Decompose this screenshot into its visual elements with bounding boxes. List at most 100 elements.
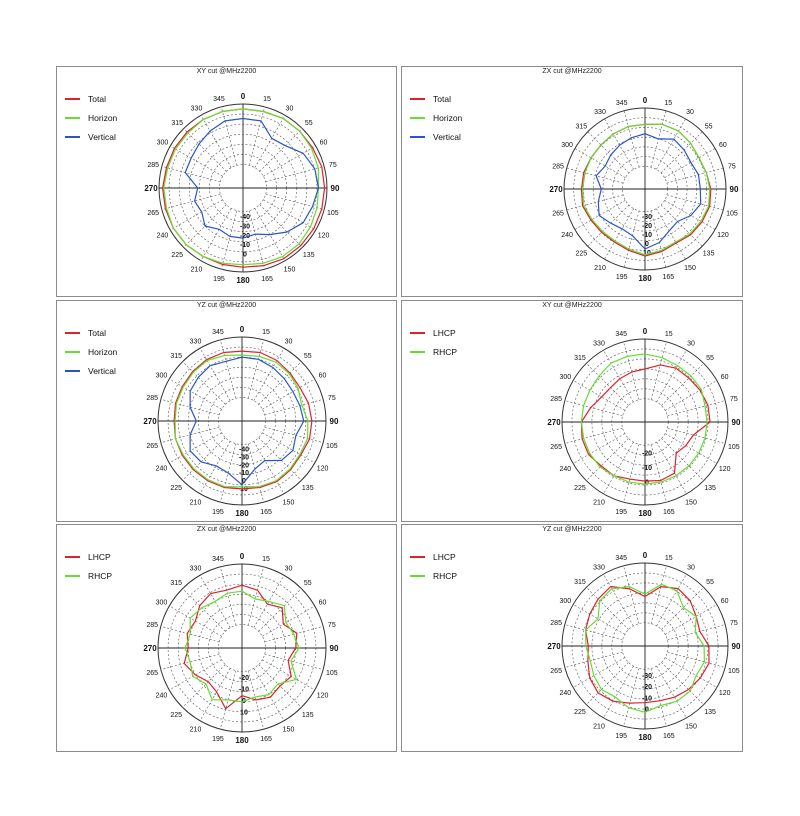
legend-swatch [410, 350, 425, 353]
angle-tick-label: 135 [303, 252, 315, 259]
chart-panel-yz-total: YZ cut @MHz2200 Total Horizon Vertical 0 15… [56, 300, 397, 522]
polar-grid-spoke [667, 427, 726, 444]
polar-grid-spoke [182, 361, 226, 405]
polar-plot: 0 15 30 55 60 75 90 105 120 135 150 165 180 195 210 225… [547, 551, 741, 742]
angle-tick-label: 135 [302, 485, 314, 492]
angle-tick-label: 15 [262, 556, 270, 563]
angle-tick-label: 120 [719, 690, 731, 697]
angle-tick-label: 90 [330, 644, 339, 653]
legend-item-lhcp: LHCP [410, 547, 457, 566]
polar-grid-spoke [603, 441, 634, 495]
angle-tick-label: 270 [143, 644, 157, 653]
polar-grid-spoke [603, 349, 634, 403]
chart-title: YZ cut @MHz2200 [196, 302, 257, 309]
angle-tick-label: 150 [685, 500, 697, 507]
legend-label: LHCP [433, 551, 456, 562]
series-line-rhcp [585, 583, 705, 713]
angle-tick-label: 345 [615, 331, 627, 338]
angle-tick-label: 300 [561, 142, 573, 149]
polar-grid-spoke [258, 588, 302, 632]
chart-legend: Total Horizon Vertical [65, 89, 117, 146]
polar-grid-spoke [664, 380, 718, 411]
angle-tick-label: 135 [704, 709, 716, 716]
radial-tick-label: 0 [645, 707, 649, 714]
angle-tick-label: 60 [320, 140, 328, 147]
legend-swatch [65, 555, 80, 558]
chart-panel-xy-cp: XY cut @MHz2200 LHCP RHCP 0 15 30 55 60 75 90 10… [401, 300, 743, 522]
series-line-horizon [582, 123, 711, 256]
legend-label: LHCP [433, 327, 456, 338]
angle-tick-label: 265 [550, 668, 562, 675]
angle-tick-label: 30 [687, 340, 695, 347]
angle-tick-label: 345 [212, 556, 224, 563]
polar-grid-spoke [572, 380, 626, 411]
legend-item-horizon: Horizon [65, 342, 117, 361]
radial-tick-label: -10 [239, 687, 249, 694]
polar-grid-spoke [664, 200, 716, 230]
angle-tick-label: 285 [550, 396, 562, 403]
angle-tick-label: 0 [643, 551, 648, 560]
angle-tick-label: 315 [576, 123, 588, 130]
polar-grid-spoke [661, 662, 704, 705]
angle-tick-label: 300 [559, 374, 571, 381]
polar-grid-spoke [656, 441, 687, 495]
polar-grid-spoke [586, 363, 629, 406]
angle-tick-label: 75 [730, 396, 738, 403]
polar-grid-spoke [660, 204, 703, 247]
angle-tick-label: 225 [574, 709, 586, 716]
series-line-lhcp [580, 364, 711, 482]
angle-tick-label: 90 [732, 642, 741, 651]
polar-grid-spoke [586, 587, 629, 630]
series-line-horizon [163, 108, 320, 266]
legend-label: LHCP [88, 551, 111, 562]
polar-grid-spoke [603, 573, 634, 627]
legend-label: Total [433, 93, 451, 104]
series-line-rhcp [580, 353, 708, 485]
angle-tick-label: 0 [240, 552, 245, 561]
angle-tick-label: 55 [706, 355, 714, 362]
angle-tick-label: 315 [170, 580, 182, 587]
legend-swatch [410, 97, 425, 100]
legend-label: Horizon [88, 346, 118, 357]
angle-tick-label: 165 [260, 736, 272, 743]
legend-item-lhcp: LHCP [410, 323, 457, 342]
radial-tick-label: -30 [642, 214, 652, 221]
polar-grid-spoke [666, 194, 724, 211]
angle-tick-label: 120 [317, 466, 329, 473]
angle-tick-label: 15 [665, 331, 673, 338]
legend-swatch [410, 135, 425, 138]
angle-tick-label: 105 [327, 210, 339, 217]
angle-tick-label: 105 [728, 668, 740, 675]
angle-tick-label: 285 [552, 164, 564, 171]
chart-panel-zx-total: ZX cut @MHz2200 Total Horizon Vertical 0 15… [401, 66, 743, 297]
polar-grid-spoke [564, 624, 623, 641]
angle-tick-label: 225 [574, 485, 586, 492]
angle-tick-label: 105 [326, 443, 338, 450]
angle-tick-label: 195 [615, 509, 627, 516]
legend-swatch [410, 555, 425, 558]
series-line-total [173, 350, 313, 490]
radial-tick-label: -40 [239, 446, 249, 453]
polar-grid-spoke [587, 131, 630, 174]
angle-tick-label: 135 [704, 485, 716, 492]
legend-swatch [65, 369, 80, 372]
angle-tick-label: 300 [157, 140, 169, 147]
polar-grid-spoke [182, 437, 226, 481]
angle-tick-label: 165 [663, 733, 675, 740]
polar-grid-spoke [661, 363, 704, 406]
legend-swatch [65, 574, 80, 577]
polar-grid-spoke [572, 433, 626, 464]
polar-grid-spoke [604, 208, 634, 260]
polar-grid-spoke [564, 400, 623, 417]
polar-grid-spoke [650, 341, 667, 400]
polar-grid-spoke [623, 110, 640, 168]
chart-title: YZ cut @MHz2200 [542, 526, 602, 533]
angle-tick-label: 75 [328, 395, 336, 402]
angle-tick-label: 210 [593, 724, 605, 731]
polar-grid-spoke [623, 210, 640, 268]
chart-panel-xy-total: XY cut @MHz2200 Total Horizon Vertical 0 15… [56, 66, 397, 297]
polar-plot: 0 15 30 55 60 75 90 105 120 135 150 165 180 195 210 225… [547, 327, 741, 518]
legend-item-vertical: Vertical [410, 127, 462, 146]
angle-tick-label: 55 [305, 120, 313, 127]
angle-tick-label: 180 [638, 274, 652, 283]
